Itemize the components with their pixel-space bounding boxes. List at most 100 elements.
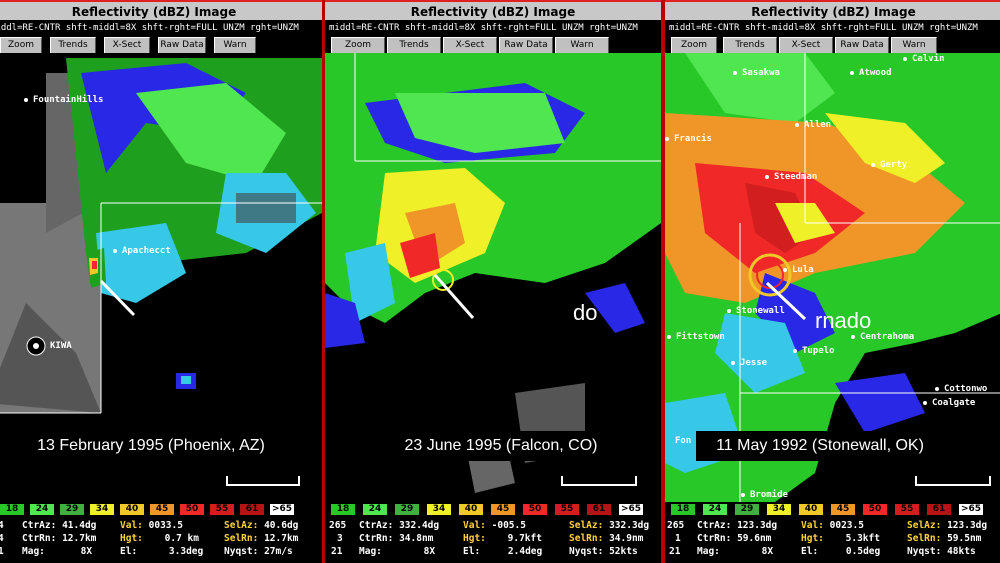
legend-swatch: 45 (491, 504, 515, 515)
raw-data-button[interactable]: Raw Data (835, 37, 889, 54)
readout-el: El: 3.3deg (120, 546, 204, 557)
readout-value: 3 (337, 533, 343, 544)
distance-scale-bar (561, 476, 637, 486)
zoom-button[interactable]: Zoom (671, 37, 717, 54)
readout-value: 4 (0, 520, 4, 531)
readout-value: 4 (0, 533, 4, 544)
city-label: Apachecct (113, 246, 171, 256)
city-label: Calvin (903, 54, 945, 64)
readout-value: 265 (667, 520, 685, 531)
x-sect-button[interactable]: X-Sect (779, 37, 833, 54)
overlay-text: rnado (815, 308, 872, 333)
city-label: FountainHills (24, 95, 103, 105)
toolbar: Zoom Trends X-Sect Raw Data Warn (325, 36, 661, 54)
dbz-color-legend: 18 24 29 34 40 45 50 55 61 >65 (0, 503, 322, 516)
legend-swatch: 34 (90, 504, 114, 515)
toolbar: Zoom Trends X-Sect Raw Data Warn (665, 36, 1000, 54)
readout-panel: 4 4 1 CtrAz: 41.4dg CtrRn: 12.7km Mag: 8… (0, 517, 322, 563)
readout-ctraz: CtrAz: 332.4dg (359, 520, 440, 531)
x-sect-button[interactable]: X-Sect (104, 37, 150, 54)
readout-selrn: SelRn: 59.5nm (907, 533, 982, 544)
readout-selrn: SelRn: 12.7km (224, 533, 299, 544)
legend-swatch: 34 (427, 504, 451, 515)
overlay-text: do (573, 300, 598, 325)
legend-swatch: 55 (210, 504, 234, 515)
distance-scale-bar (915, 476, 991, 486)
city-label: Cottonwo (935, 384, 987, 394)
mouse-help-bar: middl=RE-CNTR shft-middl=8X shft-rght=FU… (665, 20, 1000, 36)
event-caption: 11 May 1992 (Stonewall, OK) (696, 431, 944, 461)
city-label: Centrahoma (851, 332, 914, 342)
readout-value: 265 (329, 520, 347, 531)
raw-data-button[interactable]: Raw Data (158, 37, 206, 54)
trends-button[interactable]: Trends (50, 37, 96, 54)
city-label: Stonewall (727, 306, 785, 316)
readout-mag: Mag: 8X (359, 546, 436, 557)
warn-button[interactable]: Warn (555, 37, 609, 54)
legend-swatch: 55 (555, 504, 579, 515)
legend-swatch: 18 (331, 504, 355, 515)
legend-swatch: 61 (240, 504, 264, 515)
legend-swatch: 34 (767, 504, 791, 515)
raw-data-button[interactable]: Raw Data (499, 37, 553, 54)
readout-selaz: SelAz: 332.3dg (569, 520, 650, 531)
city-label: Steedman (765, 172, 817, 182)
legend-swatch: >65 (270, 504, 294, 515)
legend-swatch: 55 (895, 504, 919, 515)
window-title: Reflectivity (dBZ) Image (325, 0, 661, 22)
readout-selaz: SelAz: 40.6dg (224, 520, 299, 531)
readout-selrn: SelRn: 34.9nm (569, 533, 644, 544)
city-label: Tupelo (793, 346, 835, 356)
legend-swatch: 29 (395, 504, 419, 515)
readout-mag: Mag: 8X (697, 546, 774, 557)
window-title: Reflectivity (dBZ) Image (0, 0, 322, 22)
readout-hgt: Hgt: 5.3kft (801, 533, 880, 544)
legend-swatch: >65 (619, 504, 643, 515)
readout-el: El: 2.4deg (463, 546, 543, 557)
trends-button[interactable]: Trends (723, 37, 777, 54)
toolbar: Zoom Trends X-Sect Raw Data Warn (0, 36, 322, 54)
readout-hgt: Hgt: 9.7kft (463, 533, 542, 544)
legend-swatch: 50 (180, 504, 204, 515)
readout-ctrrn: CtrRn: 12.7km (22, 533, 97, 544)
legend-swatch: 45 (831, 504, 855, 515)
legend-swatch: 40 (799, 504, 823, 515)
trends-button[interactable]: Trends (387, 37, 441, 54)
distance-scale-bar (226, 476, 300, 486)
readout-nyqst: Nyqst: 52kts (569, 546, 638, 557)
warn-button[interactable]: Warn (214, 37, 256, 54)
legend-swatch: 24 (30, 504, 54, 515)
readout-selaz: SelAz: 123.3dg (907, 520, 988, 531)
city-label: Jesse (731, 358, 767, 368)
legend-swatch: 18 (0, 504, 24, 515)
city-label: Bromide (741, 490, 788, 500)
zoom-button[interactable]: Zoom (0, 37, 42, 54)
radar-site-label: KIWA (50, 341, 72, 351)
readout-el: El: 0.5deg (801, 546, 881, 557)
radar-image[interactable] (0, 53, 322, 502)
readout-ctraz: CtrAz: 41.4dg (22, 520, 97, 531)
mouse-help-bar: middl=RE-CNTR shft-middl=8X shft-rght=FU… (0, 20, 322, 36)
legend-swatch: 29 (735, 504, 759, 515)
readout-panel: 265 1 21 CtrAz: 123.3dg CtrRn: 59.6nm Ma… (665, 517, 1000, 563)
warn-button[interactable]: Warn (891, 37, 937, 54)
zoom-button[interactable]: Zoom (331, 37, 385, 54)
readout-hgt: Hgt: 0.7 km (120, 533, 199, 544)
legend-swatch: 61 (927, 504, 951, 515)
legend-swatch: 45 (150, 504, 174, 515)
dbz-color-legend: 18 24 29 34 40 45 50 55 61 >65 (325, 503, 661, 516)
radar-image[interactable] (665, 53, 1000, 502)
city-label: Lula (783, 265, 814, 275)
legend-swatch: 18 (671, 504, 695, 515)
city-label: Atwood (850, 68, 892, 78)
city-label: Gerty (871, 160, 907, 170)
readout-panel: 265 3 21 CtrAz: 332.4dg CtrRn: 34.8nm Ma… (325, 517, 661, 563)
readout-nyqst: Nyqst: 27m/s (224, 546, 293, 557)
city-label: Allen (795, 120, 831, 130)
x-sect-button[interactable]: X-Sect (443, 37, 497, 54)
legend-swatch: 50 (523, 504, 547, 515)
radar-image[interactable] (325, 53, 661, 502)
readout-value: 1 (675, 533, 681, 544)
city-label: Fon (675, 436, 692, 446)
readout-ctraz: CtrAz: 123.3dg (697, 520, 778, 531)
